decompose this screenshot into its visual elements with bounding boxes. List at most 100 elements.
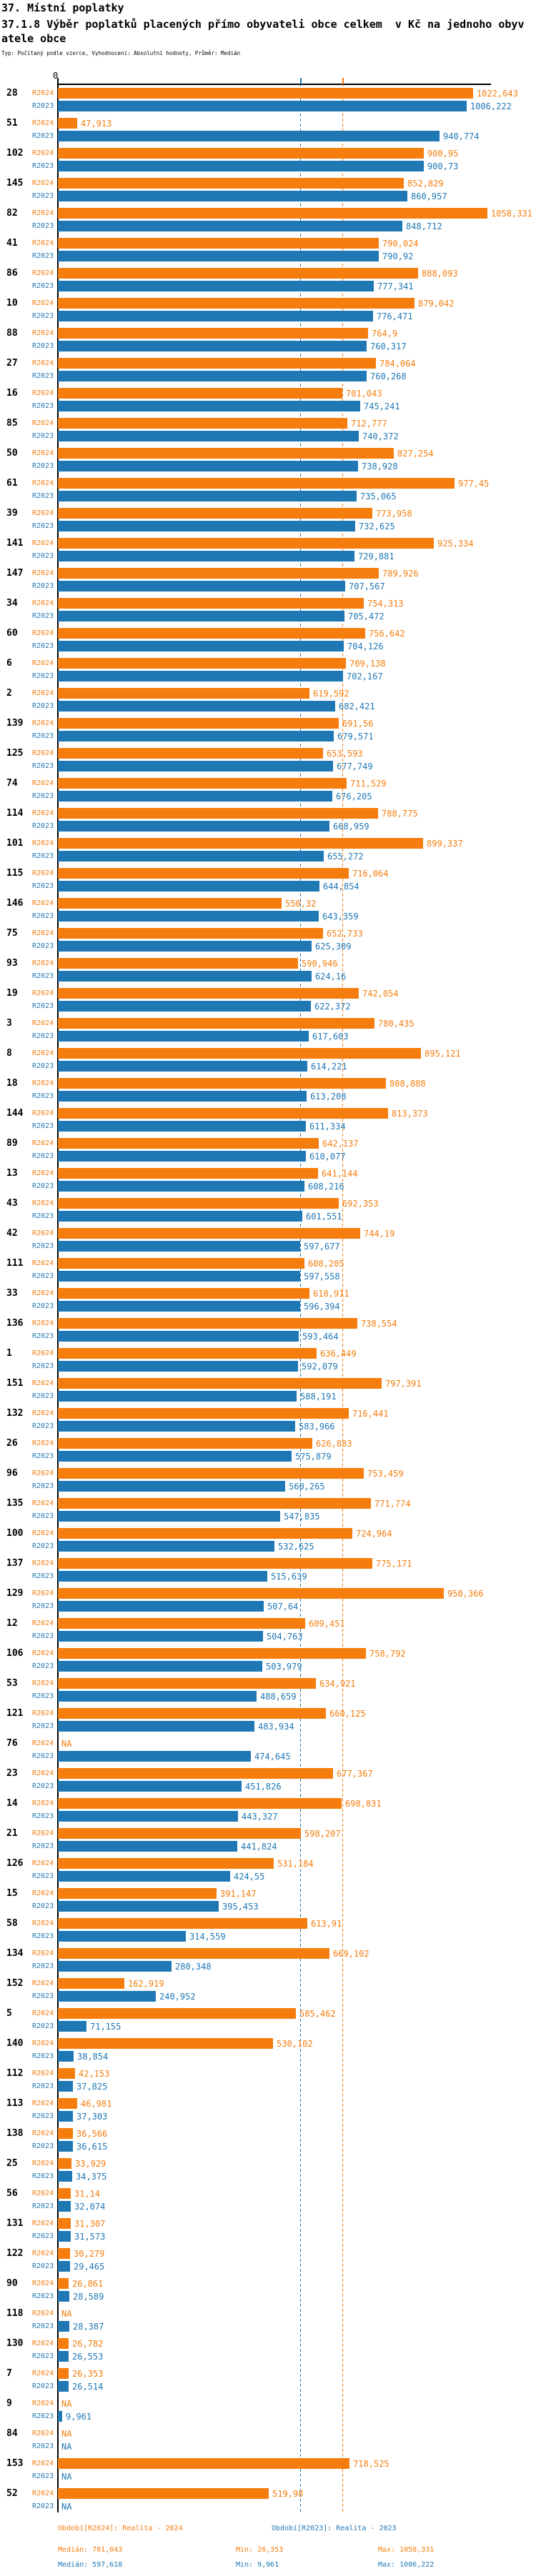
bar-r2024 — [58, 1588, 444, 1599]
bar-group: 75 R2024 652,733 R2023 625,309 — [0, 928, 536, 958]
bar-line-r2023: R2023 625,309 — [0, 941, 536, 952]
bar-r2024 — [58, 1198, 339, 1209]
series-label: R2024 — [32, 1889, 54, 1897]
bar-line-r2023: R2023 622,372 — [0, 1001, 536, 1012]
bar-value-label: 31,307 — [74, 2219, 106, 2229]
group-id-label: 145 — [6, 178, 24, 189]
bar-value-label: 636,449 — [320, 1349, 357, 1359]
bar-r2024 — [58, 2188, 71, 2199]
bar-line-r2023: R2023 503,979 — [0, 1661, 536, 1672]
bar-group: 130 R2024 26,782 R2023 26,553 — [0, 2338, 536, 2368]
bar-value-label: 754,313 — [367, 599, 404, 609]
bar-r2023 — [58, 1541, 274, 1552]
bar-r2023 — [58, 1721, 254, 1732]
bar-r2023 — [58, 911, 319, 922]
bar-group: 50 R2024 827,254 R2023 738,928 — [0, 448, 536, 478]
bar-value-label: 677,749 — [337, 762, 373, 772]
bar-r2024 — [58, 1858, 274, 1869]
series-label: R2024 — [32, 1379, 54, 1387]
bar-r2023 — [58, 521, 355, 531]
bar-value-label: 424,55 — [234, 1872, 265, 1882]
bar-group: 9 R2024 NA R2023 9,961 — [0, 2398, 536, 2428]
bar-r2024 — [58, 988, 359, 999]
bar-value-label: 504,763 — [267, 1632, 303, 1642]
group-id-label: 111 — [6, 1258, 24, 1269]
bar-r2024 — [58, 88, 473, 99]
bar-line-r2024: R2024 31,307 — [0, 2218, 536, 2229]
bar-value-label: 596,394 — [304, 1302, 340, 1312]
bar-value-label: 735,065 — [360, 491, 397, 501]
bar-line-r2024: R2024 764,9 — [0, 328, 536, 339]
bar-line-r2023: R2023 532,625 — [0, 1541, 536, 1552]
group-id-label: 100 — [6, 1528, 24, 1539]
bar-line-r2024: R2024 550,32 — [0, 898, 536, 909]
bar-r2024 — [58, 1828, 301, 1839]
series-label: R2024 — [32, 2010, 54, 2017]
bar-value-label: 503,979 — [266, 1662, 302, 1672]
bar-r2023 — [58, 1601, 264, 1612]
series-label: R2024 — [32, 719, 54, 727]
bar-line-r2024: R2024 709,138 — [0, 658, 536, 669]
series-label: R2023 — [32, 342, 54, 350]
series-label: R2024 — [32, 1859, 54, 1867]
bar-value-label: 925,334 — [437, 539, 474, 549]
bar-line-r2023: R2023 31,573 — [0, 2231, 536, 2242]
bar-line-r2024: R2024 660,125 — [0, 1708, 536, 1719]
bar-r2023 — [58, 1451, 292, 1462]
bar-line-r2024: R2024 925,334 — [0, 538, 536, 549]
bar-value-label: 34,375 — [76, 2172, 107, 2182]
bar-value-label: 547,835 — [284, 1512, 320, 1522]
bar-r2024 — [58, 928, 323, 939]
bar-r2023 — [58, 1241, 300, 1252]
series-label: R2024 — [32, 239, 54, 247]
bar-r2024 — [58, 1408, 349, 1419]
bar-value-label: 660,125 — [329, 1709, 366, 1719]
bar-line-r2023: R2023 848,712 — [0, 221, 536, 231]
series-label: R2024 — [32, 2100, 54, 2107]
bar-r2023 — [58, 941, 312, 952]
group-id-label: 21 — [6, 1828, 18, 1839]
bar-r2024 — [58, 238, 379, 249]
series-label: R2024 — [32, 2460, 54, 2467]
group-id-label: 101 — [6, 838, 24, 849]
bar-line-r2024: R2024 738,554 — [0, 1318, 536, 1329]
bar-line-r2023: R2023 679,571 — [0, 731, 536, 742]
bar-r2023 — [58, 1631, 263, 1642]
na-value-label: NA — [61, 2442, 72, 2452]
series-label: R2024 — [32, 1589, 54, 1597]
bar-r2023 — [58, 1361, 298, 1372]
bar-r2024 — [58, 1078, 386, 1089]
series-label: R2024 — [32, 689, 54, 697]
bar-line-r2023: R2023 NA — [0, 2501, 536, 2512]
bar-value-label: 31,14 — [74, 2189, 101, 2199]
series-label: R2023 — [32, 1212, 54, 1220]
bar-r2024 — [58, 958, 298, 969]
bar-group: 153 R2024 718,525 R2023 NA — [0, 2458, 536, 2488]
bar-line-r2024: R2024 977,45 — [0, 478, 536, 489]
group-id-label: 2 — [6, 688, 12, 699]
series-label: R2023 — [32, 642, 54, 650]
bar-group: 96 R2024 753,459 R2023 560,265 — [0, 1468, 536, 1498]
bar-group: 100 R2024 724,964 R2023 532,625 — [0, 1528, 536, 1558]
series-label: R2024 — [32, 839, 54, 847]
series-label: R2024 — [32, 989, 54, 997]
bar-value-label: 652,733 — [327, 929, 363, 939]
series-label: R2024 — [32, 1829, 54, 1837]
bar-value-label: 744,19 — [364, 1229, 395, 1239]
bar-value-label: 702,167 — [347, 672, 383, 682]
bar-line-r2024: R2024 677,367 — [0, 1768, 536, 1779]
group-id-label: 10 — [6, 298, 18, 309]
bar-line-r2023: R2023 597,558 — [0, 1271, 536, 1282]
bar-r2023 — [58, 821, 329, 832]
bar-line-r2023: R2023 26,514 — [0, 2381, 536, 2392]
series-label: R2024 — [32, 1199, 54, 1207]
bar-r2023 — [58, 1571, 267, 1582]
bar-r2023 — [58, 1271, 300, 1282]
bar-group: 113 R2024 46,981 R2023 37,303 — [0, 2098, 536, 2128]
series-label: R2023 — [32, 1362, 54, 1370]
bar-value-label: 46,981 — [81, 2099, 112, 2109]
bar-value-label: 531,184 — [277, 1859, 314, 1869]
bar-group: 147 R2024 789,926 R2023 707,567 — [0, 568, 536, 598]
na-value-label: NA — [61, 2502, 72, 2512]
bar-r2023 — [58, 761, 333, 772]
